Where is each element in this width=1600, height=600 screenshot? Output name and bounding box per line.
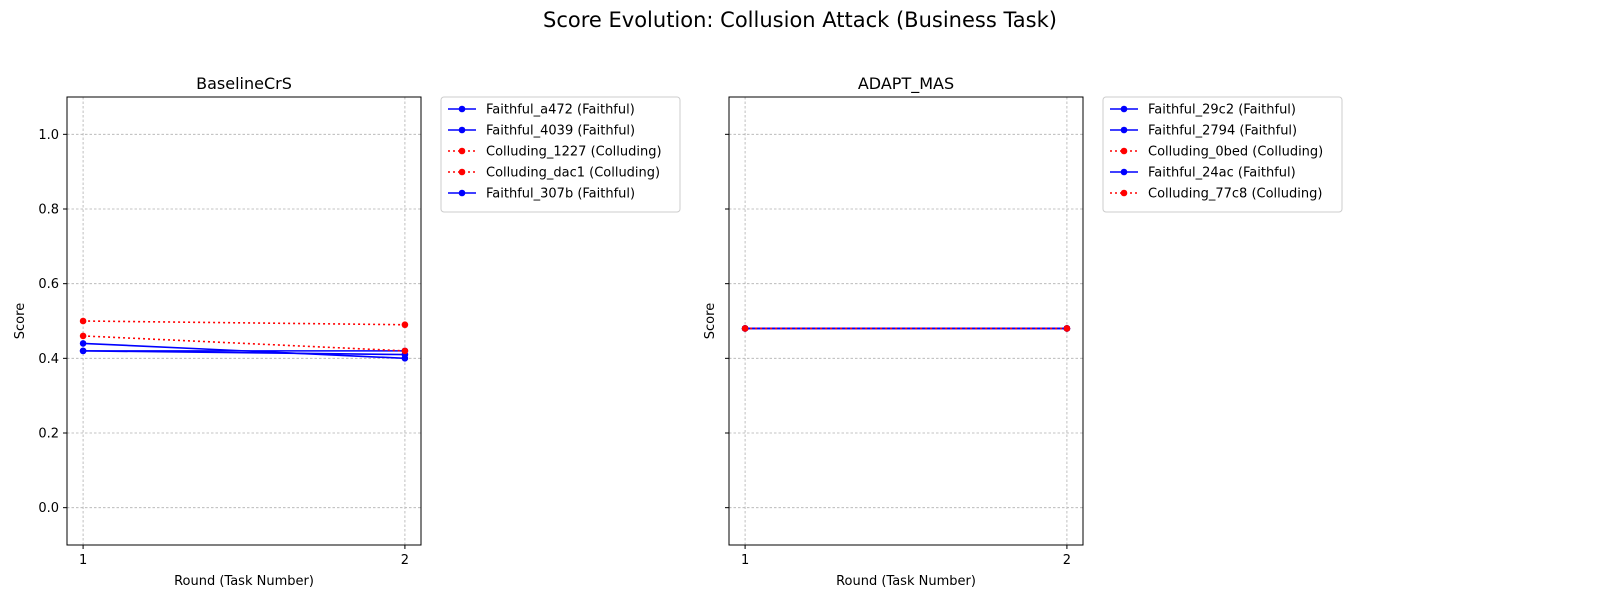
legend-marker <box>458 147 466 155</box>
axes-frame <box>728 96 1084 546</box>
legend-label: Faithful_24ac (Faithful) <box>1148 166 1296 181</box>
data-point <box>401 347 409 355</box>
legend: Faithful_29c2 (Faithful) Faithful_2794 (F… <box>1102 96 1343 213</box>
y-tick-label: 0.2 <box>38 427 59 442</box>
legend-marker <box>458 126 466 134</box>
x-tick-label: 1 <box>79 553 87 568</box>
legend-marker <box>1120 126 1128 134</box>
x-tick-label: 1 <box>741 553 749 568</box>
y-axis-label: Score <box>703 303 718 339</box>
legend-label: Faithful_2794 (Faithful) <box>1148 124 1297 139</box>
y-tick-label: 0.8 <box>38 203 59 218</box>
legend-box <box>1102 96 1343 213</box>
subplot-title: BaselineCrS <box>196 74 292 93</box>
legend-marker <box>458 168 466 176</box>
legend-label: Faithful_a472 (Faithful) <box>486 103 635 118</box>
data-point <box>1063 325 1071 332</box>
axes-frame <box>66 96 422 546</box>
legend-marker <box>458 105 466 113</box>
x-axis-label: Round (Task Number) <box>174 574 314 589</box>
y-tick-label: 0.6 <box>38 277 59 292</box>
x-axis-label: Round (Task Number) <box>836 574 976 589</box>
series-line-5 <box>83 342 405 360</box>
y-tick-label: 0.4 <box>38 352 59 367</box>
legend-label: Faithful_307b (Faithful) <box>486 187 635 202</box>
data-point <box>401 355 409 362</box>
data-point <box>401 321 409 329</box>
x-tick-label: 2 <box>401 553 409 568</box>
x-tick-label: 2 <box>1063 553 1071 568</box>
legend-marker <box>1120 189 1128 197</box>
legend-marker <box>1120 105 1128 113</box>
legend-label: Faithful_29c2 (Faithful) <box>1148 103 1296 118</box>
data-point <box>79 340 87 347</box>
subplot-2: 1 2 ADAPT_MAS Round (Task Number) Score Faith… <box>703 74 1343 589</box>
legend-label: Colluding_77c8 (Colluding) <box>1148 187 1322 202</box>
subplot-1: 0.0 0.2 0.4 0.6 0.8 1.0 1 2 BaselineCrS Round (Ta… <box>13 74 681 589</box>
y-tick-label: 0.0 <box>38 501 59 516</box>
legend-marker <box>1120 147 1128 155</box>
figure-title: Score Evolution: Collusion Attack (Busin… <box>543 8 1057 32</box>
data-point <box>741 325 749 332</box>
legend-label: Faithful_4039 (Faithful) <box>486 124 635 139</box>
legend-marker <box>458 189 466 197</box>
data-point <box>79 332 87 340</box>
data-point <box>79 347 87 355</box>
legend: Faithful_a472 (Faithful) Faithful_4039 (F… <box>440 96 681 213</box>
y-axis-label: Score <box>13 303 28 339</box>
series-line-3 <box>83 320 405 326</box>
legend-marker <box>1120 168 1128 176</box>
legend-label: Colluding_dac1 (Colluding) <box>486 166 660 181</box>
subplot-title: ADAPT_MAS <box>858 74 954 94</box>
legend-label: Colluding_1227 (Colluding) <box>486 145 662 160</box>
legend-label: Colluding_0bed (Colluding) <box>1148 145 1323 160</box>
y-tick-label: 1.0 <box>38 128 59 143</box>
legend-box <box>440 96 681 213</box>
series-line-4 <box>83 335 405 352</box>
data-point <box>79 317 87 325</box>
